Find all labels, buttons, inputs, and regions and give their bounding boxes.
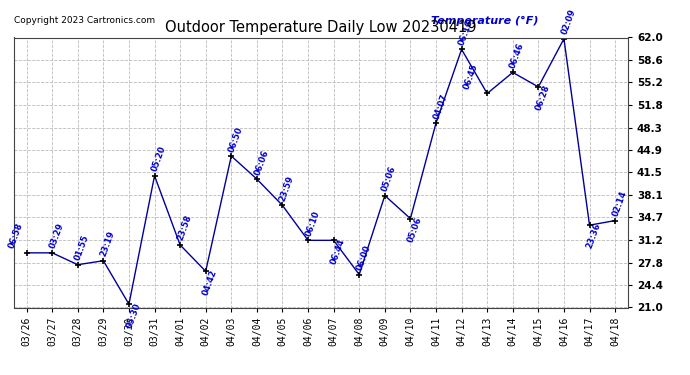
Text: 06:10: 06:10 <box>304 210 322 237</box>
Text: 06:16: 06:16 <box>457 18 475 46</box>
Text: 01:55: 01:55 <box>73 234 91 262</box>
Text: 06:06: 06:06 <box>253 148 270 176</box>
Text: 05:06: 05:06 <box>406 216 424 244</box>
Text: 05:06: 05:06 <box>380 165 398 193</box>
Text: 02:09: 02:09 <box>560 8 577 36</box>
Title: Outdoor Temperature Daily Low 20230419: Outdoor Temperature Daily Low 20230419 <box>165 20 477 35</box>
Text: 06:46: 06:46 <box>509 41 526 70</box>
Text: 23:19: 23:19 <box>99 230 117 258</box>
Text: Copyright 2023 Cartronics.com: Copyright 2023 Cartronics.com <box>14 16 155 25</box>
Text: 05:30: 05:30 <box>125 301 142 329</box>
Text: 06:45: 06:45 <box>462 63 480 91</box>
Text: 05:20: 05:20 <box>150 145 168 173</box>
Text: 06:44: 06:44 <box>329 237 347 266</box>
Text: 06:00: 06:00 <box>355 244 373 272</box>
Text: 02:14: 02:14 <box>611 190 629 218</box>
Text: 06:50: 06:50 <box>227 125 244 153</box>
Text: 23:58: 23:58 <box>176 214 193 242</box>
Text: 04:42: 04:42 <box>201 268 219 296</box>
Text: 23:59: 23:59 <box>278 174 296 202</box>
Text: 23:36: 23:36 <box>585 222 603 250</box>
Text: 06:28: 06:28 <box>534 84 551 112</box>
Text: 03:29: 03:29 <box>48 222 66 250</box>
Text: 06:58: 06:58 <box>7 222 25 250</box>
Text: Temperature (°F): Temperature (°F) <box>431 16 539 26</box>
Text: 04:07: 04:07 <box>432 92 449 120</box>
